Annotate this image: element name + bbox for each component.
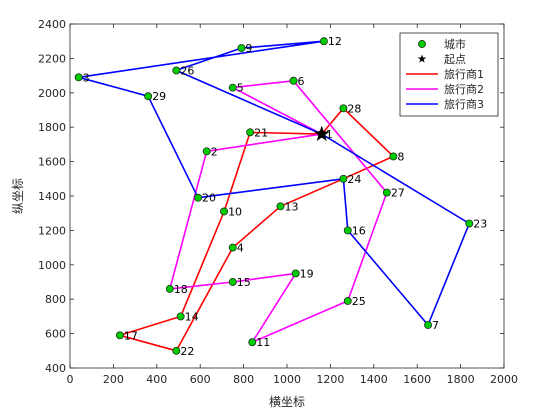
city-label: 25	[352, 295, 366, 308]
city-point	[246, 128, 255, 137]
x-tick-label: 800	[233, 373, 254, 386]
city-label: 8	[397, 150, 404, 163]
x-tick-label: 0	[67, 373, 74, 386]
y-tick-label: 1000	[38, 259, 66, 272]
y-axis-ticks: 400 600 800 1000 1200 1400 1600 1800 2000 2200 240…	[38, 18, 504, 375]
city-label: 2	[211, 145, 218, 158]
city-point	[165, 284, 174, 293]
city-label: 19	[300, 267, 314, 280]
legend-label: 起点	[444, 53, 466, 66]
city-point	[74, 73, 83, 82]
city-label: 4	[237, 242, 244, 255]
start-star	[313, 125, 330, 141]
x-tick-label: 1800	[447, 373, 475, 386]
y-tick-label: 1600	[38, 156, 66, 169]
route-line-1	[119, 107, 395, 352]
city-point	[289, 76, 298, 85]
city-point	[172, 346, 181, 355]
city-point	[291, 269, 300, 278]
x-tick-label: 1200	[316, 373, 344, 386]
city-point	[220, 207, 229, 216]
city-label: 6	[298, 75, 305, 88]
city-label: 29	[152, 90, 166, 103]
x-tick-label: 1600	[403, 373, 431, 386]
cities-layer: 1234567891011121314151617181920212223242…	[74, 35, 487, 358]
city-label: 22	[180, 345, 194, 358]
city-label: 24	[347, 173, 361, 186]
city-point	[172, 66, 181, 75]
city-label: 17	[124, 329, 138, 342]
city-point	[228, 243, 237, 252]
city-label: 13	[284, 200, 298, 213]
city-label: 10	[228, 205, 242, 218]
city-point	[339, 104, 348, 113]
city-label: 12	[328, 35, 342, 48]
city-label: 28	[347, 102, 361, 115]
city-label: 20	[202, 192, 216, 205]
city-point	[319, 37, 328, 46]
x-tick-label: 400	[146, 373, 167, 386]
legend-marker-city	[418, 40, 426, 48]
y-axis-label: 纵坐标	[11, 178, 25, 214]
city-point	[465, 219, 474, 228]
y-tick-label: 800	[45, 293, 66, 306]
city-label: 1	[326, 128, 333, 141]
x-axis-label: 横坐标	[269, 395, 305, 409]
city-label: 23	[473, 218, 487, 231]
city-label: 26	[180, 64, 194, 77]
city-point	[424, 321, 432, 329]
x-tick-label: 2000	[490, 373, 518, 386]
y-tick-label: 1200	[38, 224, 66, 237]
city-point	[115, 331, 124, 340]
x-tick-label: 1000	[273, 373, 301, 386]
x-tick-label: 200	[103, 373, 124, 386]
legend-label: 城市	[444, 37, 466, 51]
city-label: 27	[391, 187, 405, 200]
city-point	[389, 152, 398, 161]
city-point	[228, 83, 237, 92]
city-point	[343, 226, 352, 235]
legend-label: 旅行商3	[444, 97, 484, 111]
city-label: 7	[432, 319, 439, 332]
city-label: 9	[245, 42, 252, 55]
start-layer	[313, 125, 330, 141]
city-point	[228, 278, 237, 286]
legend-marker-star	[417, 54, 427, 63]
city-point	[144, 92, 153, 101]
x-axis-ticks: 0 200 400 600 800 1000 1200 1400 1600 1800 2000	[67, 24, 518, 386]
city-label: 11	[256, 336, 270, 349]
city-point	[248, 338, 257, 347]
city-point	[176, 312, 185, 321]
city-label: 21	[254, 126, 268, 139]
city-point	[343, 296, 352, 305]
y-tick-label: 2200	[38, 52, 66, 65]
city-point	[202, 147, 211, 156]
route-line-3	[77, 40, 471, 326]
city-point	[194, 193, 202, 202]
x-tick-label: 600	[190, 373, 211, 386]
y-tick-label: 1800	[38, 121, 66, 134]
city-point	[237, 44, 246, 53]
city-label: 5	[237, 82, 244, 95]
city-point	[382, 188, 391, 197]
city-label: 18	[174, 283, 188, 296]
city-label: 3	[83, 71, 90, 84]
y-tick-label: 2400	[38, 18, 66, 31]
city-point	[276, 202, 285, 211]
legend-label: 旅行商1	[444, 67, 484, 81]
city-label: 14	[185, 310, 199, 323]
x-tick-label: 1400	[360, 373, 388, 386]
y-tick-label: 1400	[38, 190, 66, 203]
legend-label: 旅行商2	[444, 82, 484, 96]
city-label: 16	[352, 224, 366, 237]
y-tick-label: 2000	[38, 87, 66, 100]
y-tick-label: 600	[45, 328, 66, 341]
y-tick-label: 400	[45, 362, 66, 375]
city-label: 15	[237, 276, 251, 289]
city-point	[339, 174, 348, 183]
